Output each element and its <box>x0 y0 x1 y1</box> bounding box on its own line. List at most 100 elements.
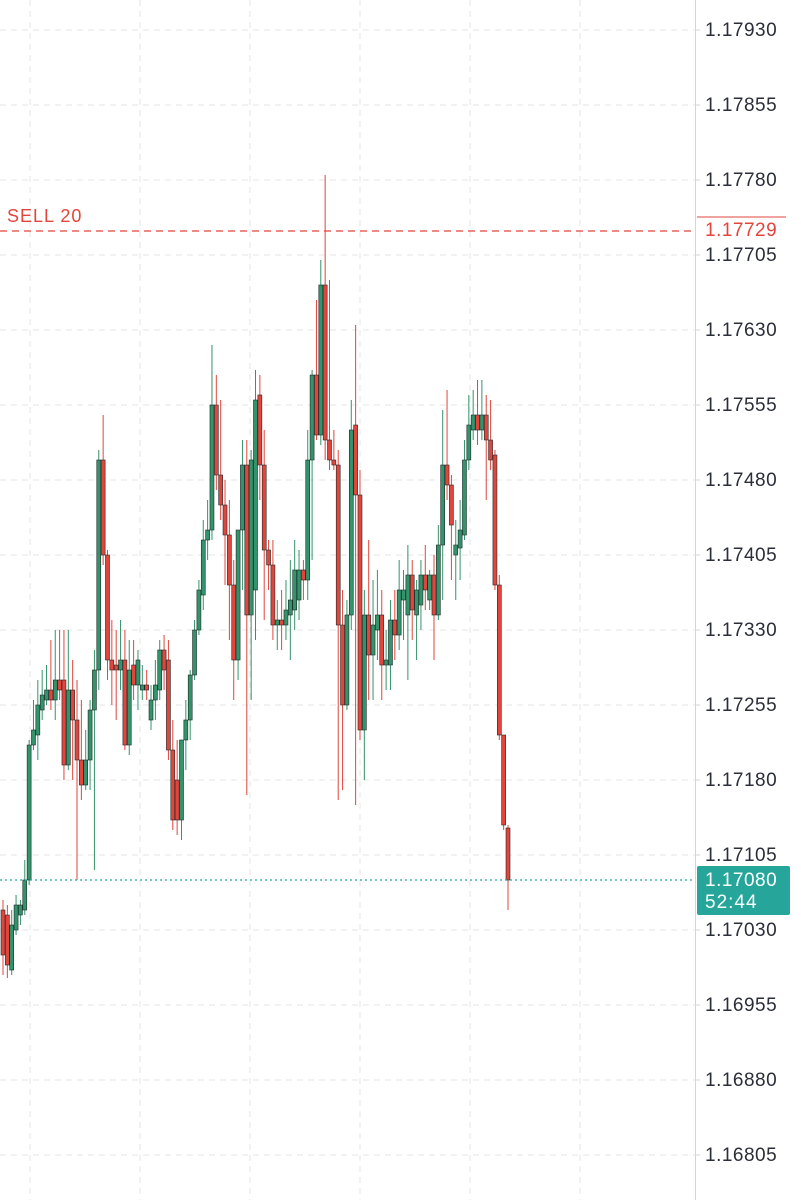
candle-body <box>479 414 485 431</box>
candle-body <box>453 544 459 556</box>
candle-body <box>126 669 132 746</box>
candle-body <box>200 539 206 596</box>
sell-price-label: 1.17729 <box>705 220 777 241</box>
candle-body <box>370 624 376 656</box>
candle-body <box>274 619 280 626</box>
candle-body <box>157 649 163 691</box>
candle-body <box>444 464 450 486</box>
candle-body <box>505 827 511 881</box>
current-price-label: 1.17080 <box>705 870 777 891</box>
y-tick-label: 1.17105 <box>705 845 777 866</box>
candle-body <box>196 589 202 631</box>
y-tick-label: 1.17855 <box>705 95 777 116</box>
candle-body <box>113 664 119 671</box>
candle-body <box>205 529 210 541</box>
current-price-box <box>697 866 790 915</box>
candle-body <box>105 554 110 661</box>
candle-body <box>74 719 80 761</box>
candle-body <box>357 494 363 731</box>
candle-body <box>409 574 415 611</box>
candle-body <box>436 544 441 616</box>
candle-body <box>414 589 419 616</box>
candle-body <box>92 669 97 711</box>
candle-body <box>218 474 223 506</box>
candle-body <box>244 464 250 616</box>
candle-body <box>288 599 293 616</box>
y-tick-label: 1.17330 <box>705 620 777 641</box>
candle-body <box>35 704 41 736</box>
candle-body <box>375 614 380 631</box>
y-tick-label: 1.16880 <box>705 1070 777 1091</box>
candle-body <box>283 609 289 626</box>
candle-body <box>31 729 36 746</box>
candle-body <box>449 484 454 526</box>
candle-body <box>13 904 19 931</box>
candle-body <box>488 439 493 461</box>
candle-body <box>340 624 345 706</box>
candle-body <box>331 459 337 466</box>
candle-body <box>109 659 115 671</box>
candle-body <box>401 589 406 601</box>
candle-body <box>174 779 180 821</box>
candle-body <box>305 459 311 581</box>
candle-body <box>501 734 506 826</box>
candle-body <box>148 699 154 721</box>
candle-body <box>18 904 23 916</box>
candle-body <box>70 689 75 721</box>
candle-body <box>161 649 167 671</box>
candle-body <box>440 464 445 546</box>
candle-body <box>462 459 467 536</box>
candle-body <box>166 659 171 751</box>
y-tick-label: 1.17255 <box>705 695 777 716</box>
candle-body <box>301 569 306 581</box>
candle-body <box>61 679 67 766</box>
candle-body <box>209 404 215 531</box>
candle-body <box>87 709 93 761</box>
candles <box>0 175 511 978</box>
horizontal-grid <box>0 29 695 1156</box>
candle-body <box>309 374 315 461</box>
sell-label: SELL 20 <box>7 206 82 226</box>
candle-body <box>5 914 10 966</box>
candle-body <box>335 464 341 626</box>
candle-body <box>492 454 498 586</box>
candle-body <box>431 574 437 616</box>
candle-body <box>140 684 145 691</box>
candle-body <box>131 664 136 686</box>
price-axis: 1.17930 1.17855 1.17780 1.17705 1.17630 1.175… <box>695 20 777 1166</box>
candle-body <box>57 679 62 691</box>
candle-body <box>227 534 232 586</box>
candle-body <box>344 614 350 706</box>
candle-body <box>405 574 411 616</box>
candle-body <box>44 689 49 701</box>
bar-timer: 52:44 <box>705 892 758 913</box>
candle-body <box>366 614 371 656</box>
candle-body <box>9 924 15 971</box>
candle-body <box>466 424 472 461</box>
y-tick-label: 1.17705 <box>705 245 777 266</box>
candle-body <box>52 679 58 701</box>
candle-body <box>214 404 219 476</box>
candle-body <box>296 569 302 601</box>
y-tick-label: 1.16805 <box>705 1145 777 1166</box>
candle-body <box>183 719 189 741</box>
candle-body <box>427 574 432 601</box>
candle-body <box>135 659 141 686</box>
candle-body <box>318 284 324 436</box>
candle-body <box>422 574 428 591</box>
candle-body <box>179 739 184 821</box>
candle-body <box>270 564 276 626</box>
candle-body <box>100 459 106 556</box>
candle-body <box>79 759 84 786</box>
candle-body <box>475 414 480 431</box>
candle-body <box>353 424 358 496</box>
candle-body <box>261 464 267 551</box>
candle-body <box>248 459 254 616</box>
y-tick-label: 1.17555 <box>705 395 777 416</box>
candle-body <box>348 429 354 616</box>
candle-body <box>257 394 263 466</box>
candle-body <box>48 689 54 701</box>
candle-body <box>66 689 71 766</box>
